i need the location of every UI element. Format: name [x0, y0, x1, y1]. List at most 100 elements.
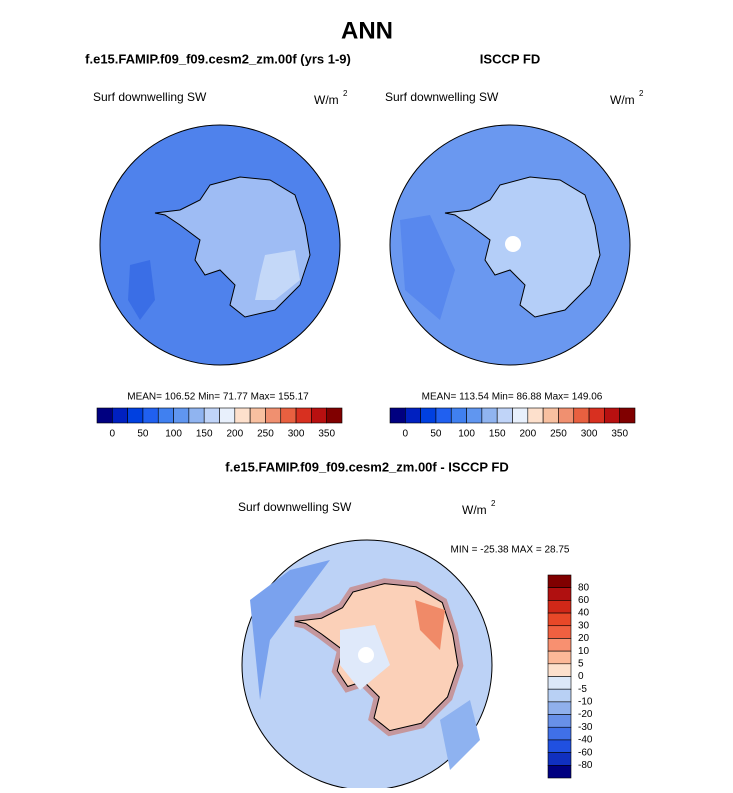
colorbar-label: 50	[430, 429, 442, 440]
colorbar-label: 40	[578, 608, 590, 619]
map	[241, 539, 493, 791]
colorbar-swatch	[558, 407, 575, 424]
colorbar-swatch	[435, 407, 452, 424]
colorbar-label: 300	[581, 429, 598, 440]
field-label: Surf downwelling SW	[385, 90, 499, 104]
colorbar-label: 50	[137, 429, 149, 440]
colorbar-swatch	[547, 587, 572, 601]
colorbar-swatch	[173, 407, 190, 424]
missing-data	[505, 236, 521, 252]
colorbar-swatch	[604, 407, 620, 424]
units: W/m	[462, 503, 487, 517]
colorbar-label: 20	[578, 633, 590, 644]
colorbar-swatch	[547, 638, 572, 652]
colorbar-swatch	[527, 407, 544, 424]
colorbar-swatch	[450, 407, 467, 424]
stats: MIN = -25.38 MAX = 28.75	[451, 545, 570, 556]
continent	[444, 176, 601, 318]
colorbar-swatch	[547, 676, 572, 690]
colorbar-label: -30	[578, 722, 593, 733]
colorbar-swatch	[142, 407, 159, 424]
colorbar-label: 5	[578, 658, 584, 669]
colorbar-label: 250	[257, 429, 274, 440]
colorbar-swatch	[481, 407, 498, 424]
colorbar-swatch	[188, 407, 205, 424]
missing-data	[358, 647, 374, 663]
colorbar-swatch	[547, 688, 572, 703]
panel-title: f.e15.FAMIP.f09_f09.cesm2_zm.00f - ISCCP…	[225, 459, 508, 474]
colorbar-swatch	[280, 407, 297, 424]
colorbar-swatch	[466, 407, 483, 424]
colorbar-label: 80	[578, 582, 590, 593]
colorbar-label: -5	[578, 684, 587, 695]
colorbar-swatch	[249, 407, 266, 424]
stats: MEAN= 106.52 Min= 71.77 Max= 155.17	[127, 392, 309, 403]
map-region	[400, 215, 455, 320]
units-exponent: 2	[343, 89, 348, 98]
colorbar-label: 150	[489, 429, 506, 440]
colorbar-swatch	[547, 765, 572, 779]
units-exponent: 2	[491, 499, 496, 508]
colorbar-swatch	[547, 574, 572, 588]
colorbar-swatch	[311, 407, 327, 424]
panel-title: f.e15.FAMIP.f09_f09.cesm2_zm.00f (yrs 1-…	[85, 51, 351, 66]
colorbar-swatch	[619, 407, 636, 424]
colorbar-swatch	[512, 407, 529, 424]
colorbar-swatch	[203, 407, 220, 424]
colorbar-label: 200	[226, 429, 243, 440]
colorbar-label: 100	[165, 429, 182, 440]
colorbar-label: 350	[611, 429, 628, 440]
colorbar-swatch	[496, 407, 513, 424]
colorbar-label: 0	[110, 429, 116, 440]
colorbar-label: 100	[458, 429, 475, 440]
colorbar-swatch	[547, 714, 572, 728]
colorbar-swatch	[157, 407, 174, 424]
colorbar-label: -60	[578, 747, 593, 758]
colorbar-label: 250	[550, 429, 567, 440]
colorbar-swatch	[547, 612, 572, 627]
colorbar-swatch	[547, 625, 572, 639]
colorbar-swatch	[295, 407, 312, 424]
colorbar-swatch	[219, 407, 236, 424]
colorbar-swatch	[547, 663, 572, 677]
colorbar-label: 300	[288, 429, 305, 440]
colorbar-label: 350	[318, 429, 335, 440]
colorbar-swatch	[127, 407, 144, 424]
colorbar-swatch	[389, 407, 406, 424]
colorbar-swatch	[265, 407, 282, 424]
units-exponent: 2	[639, 89, 644, 98]
colorbar-swatch	[547, 701, 572, 715]
colorbar-label: 30	[578, 620, 590, 631]
map	[389, 124, 631, 366]
colorbar-label: -20	[578, 709, 593, 720]
map-region	[128, 260, 155, 320]
colorbar-swatch	[547, 752, 572, 766]
map-region	[415, 600, 445, 650]
colorbar-swatch	[326, 407, 343, 424]
colorbar-swatch	[542, 407, 559, 424]
colorbar-label: -80	[578, 760, 593, 771]
colorbar-label: 0	[578, 671, 584, 682]
colorbar-swatch	[573, 407, 590, 424]
colorbar-swatch	[547, 726, 572, 741]
colorbar-label: -10	[578, 697, 593, 708]
colorbar-label: 200	[519, 429, 536, 440]
colorbar-swatch	[234, 407, 251, 424]
figure-title: ANN	[341, 17, 393, 44]
colorbar-swatch	[547, 650, 572, 665]
colorbar-label: 150	[196, 429, 213, 440]
field-label: Surf downwelling SW	[93, 90, 207, 104]
colorbar-swatch	[112, 407, 128, 424]
stats: MEAN= 113.54 Min= 86.88 Max= 149.06	[422, 392, 603, 403]
panel-title: ISCCP FD	[480, 51, 540, 66]
colorbar-swatch	[420, 407, 437, 424]
colorbar-swatch	[547, 739, 572, 753]
colorbar-label: 10	[578, 646, 590, 657]
colorbar-swatch	[588, 407, 605, 424]
map-region	[255, 250, 300, 300]
colorbar-swatch	[405, 407, 421, 424]
colorbar-label: 60	[578, 595, 590, 606]
colorbar-label: 0	[403, 429, 409, 440]
map-region	[250, 560, 330, 700]
